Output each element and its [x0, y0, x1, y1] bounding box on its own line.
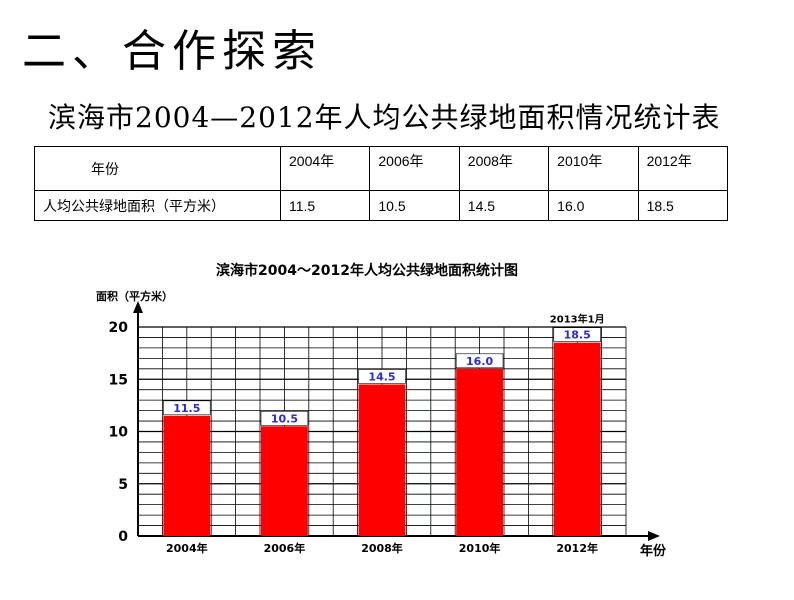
y-axis-arrow	[133, 301, 143, 313]
table-value-row: 人均公共绿地面积（平方米） 11.5 10.5 14.5 16.0 18.5	[34, 190, 729, 221]
value-label-box	[163, 400, 211, 416]
value-label-box	[553, 327, 601, 342]
value-label: 16.0	[466, 355, 493, 368]
section-title: 二、合作探索	[22, 26, 322, 77]
bar	[553, 342, 601, 536]
value-label: 14.5	[368, 370, 395, 383]
y-tick-label: 10	[109, 425, 129, 441]
bar-chart: 滨海市2004～2012年人均公共绿地面积统计图 面积（平方米） 年份 0 5 10…	[0, 255, 794, 596]
stats-table: 年份 2004年 2006年 2008年 2010年 2012年 人均公共绿地面…	[34, 146, 729, 221]
y-axis-label: 面积（平方米）	[96, 289, 173, 303]
y-tick-label: 0	[118, 529, 128, 545]
table-year-cell: 2008年	[458, 146, 550, 191]
table-value-cell: 16.0	[548, 190, 639, 221]
table-value-cell: 10.5	[369, 190, 460, 221]
table-year-cell: 2010年	[548, 146, 639, 191]
bar	[260, 426, 308, 536]
x-tick-label: 2006年	[264, 541, 306, 555]
value-label: 10.5	[271, 412, 298, 425]
chart-title: 滨海市2004～2012年人均公共绿地面积统计图	[216, 262, 518, 279]
x-axis-label: 年份	[640, 543, 667, 559]
table-header-label: 年份	[34, 146, 281, 191]
table-value-cell: 14.5	[458, 190, 550, 221]
table-year-cell: 2006年	[369, 146, 460, 191]
table-header-row: 年份 2004年 2006年 2008年 2010年 2012年	[34, 146, 729, 191]
x-axis-arrow	[648, 531, 660, 541]
bar	[163, 415, 211, 536]
table-value-cell: 18.5	[637, 190, 729, 221]
table-title: 滨海市2004—2012年人均公共绿地面积情况统计表	[48, 101, 721, 134]
x-tick-label: 2010年	[459, 541, 501, 555]
bar	[456, 368, 504, 536]
bar-chart-svg: 滨海市2004～2012年人均公共绿地面积统计图 面积（平方米） 年份 0 5 10…	[96, 262, 667, 559]
y-tick-label: 15	[109, 372, 128, 388]
value-label-box	[358, 369, 406, 384]
table-year-cell: 2012年	[637, 146, 729, 191]
x-tick-label: 2008年	[361, 541, 403, 555]
chart-annotation: 2013年1月	[550, 313, 605, 326]
table-row-label: 人均公共绿地面积（平方米）	[34, 190, 281, 221]
value-label-box	[455, 353, 504, 369]
value-label: 18.5	[564, 329, 591, 342]
value-label-box	[260, 410, 309, 426]
table-year-cell: 2004年	[279, 146, 371, 191]
bar	[358, 384, 406, 536]
x-tick-label: 2004年	[166, 541, 208, 555]
table-value-cell: 11.5	[279, 190, 371, 221]
y-tick-label: 5	[118, 477, 128, 493]
value-label: 11.5	[173, 402, 200, 415]
x-tick-label: 2012年	[556, 541, 598, 555]
y-tick-label: 20	[109, 320, 129, 336]
